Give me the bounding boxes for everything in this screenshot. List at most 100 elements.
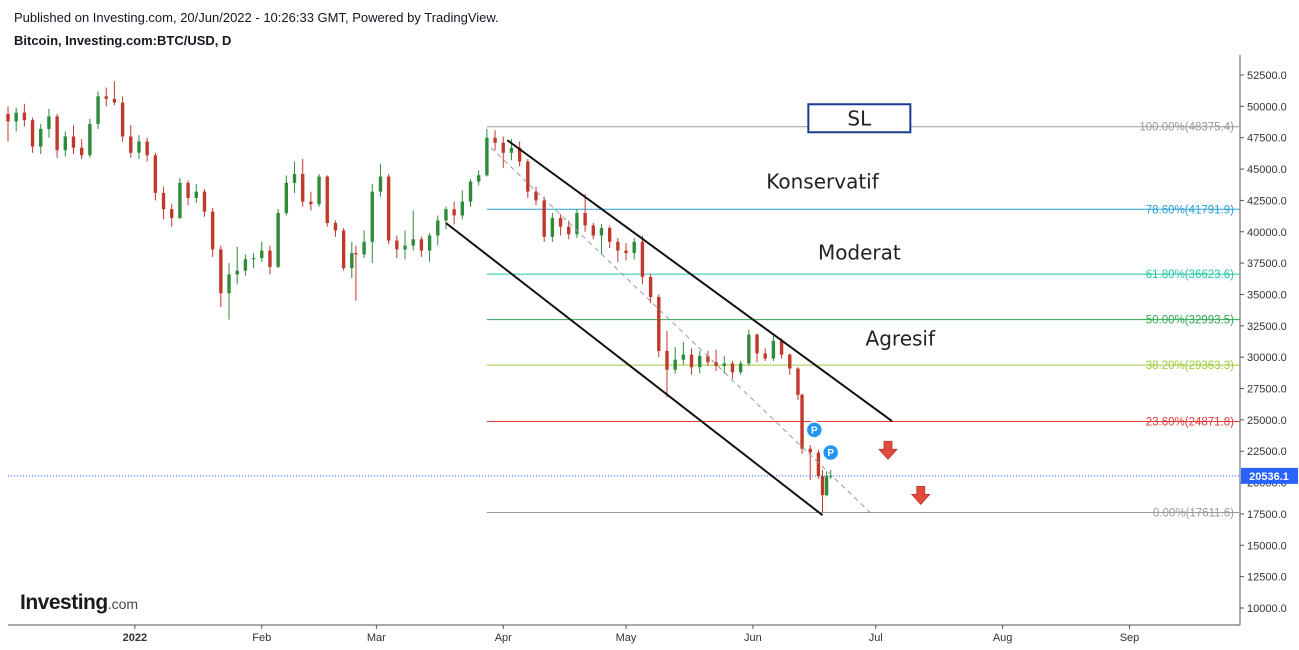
- candle-body: [755, 334, 759, 354]
- candle-body: [194, 191, 198, 198]
- candle-body: [341, 230, 346, 269]
- published-caption: Published on Investing.com, 20/Jun/2022 …: [14, 10, 499, 25]
- logo-suffix: .com: [107, 596, 139, 612]
- candle-body: [112, 98, 117, 103]
- candle-body: [276, 212, 280, 267]
- candle-body: [292, 174, 297, 183]
- candle-body: [235, 270, 239, 275]
- candle-body: [468, 181, 473, 202]
- candle-body: [210, 211, 215, 250]
- annotation-konservatif: Konservatif: [766, 170, 879, 194]
- down-arrow-icon: [878, 440, 898, 460]
- time-tick-label: 2022: [123, 632, 147, 644]
- candle-body: [79, 147, 84, 156]
- candle-body: [591, 225, 596, 236]
- candle-body: [558, 217, 563, 227]
- candle-body: [309, 201, 313, 205]
- candle-body: [370, 191, 374, 242]
- candle-body: [120, 102, 125, 137]
- price-tick-label: 35000.0: [1247, 289, 1287, 301]
- candle-body: [71, 136, 76, 148]
- time-tick-label: Jun: [744, 632, 762, 644]
- candle-body: [378, 176, 383, 192]
- candle-body: [436, 220, 440, 236]
- price-tick-label: 17500.0: [1247, 509, 1287, 521]
- candlestick-series: [6, 81, 833, 513]
- candle-body: [350, 253, 354, 269]
- candle-body: [161, 192, 166, 210]
- candle-body: [386, 176, 391, 241]
- candle-body: [632, 241, 636, 254]
- candle-body: [730, 363, 735, 373]
- candle-body: [395, 240, 399, 250]
- p-marker-label: P: [811, 425, 818, 436]
- candle-body: [419, 239, 424, 251]
- candle-body: [427, 235, 432, 251]
- candle-body: [534, 191, 538, 201]
- fib-level-label: 0.00%(17611.6): [1153, 508, 1234, 520]
- candle-body: [816, 452, 821, 477]
- price-tick-label: 30000.0: [1247, 352, 1287, 364]
- price-tick-label: 25000.0: [1247, 415, 1287, 427]
- candle-body: [824, 476, 829, 496]
- fib-level-label: 100.00%(48375.4): [1139, 122, 1234, 134]
- candle-body: [227, 274, 231, 294]
- sl-box: [807, 103, 912, 134]
- candle-body: [202, 191, 207, 212]
- candle-body: [509, 147, 514, 153]
- candle-body: [738, 363, 743, 373]
- investing-logo: Investing.com: [20, 591, 138, 615]
- candle-body: [96, 96, 100, 124]
- candle-body: [186, 182, 190, 198]
- candle-body: [63, 136, 68, 151]
- candle-body: [820, 476, 825, 496]
- price-tick-label: 12500.0: [1247, 572, 1287, 584]
- time-tick-label: Sep: [1120, 632, 1140, 644]
- p-marker-label: P: [827, 448, 834, 459]
- candle-body: [640, 241, 645, 277]
- annotations: SL Konservatif Moderat Agresif P P: [766, 103, 936, 505]
- candle-body: [39, 128, 43, 147]
- candle-body: [517, 147, 522, 162]
- price-tick-label: 42500.0: [1247, 195, 1287, 207]
- candle-body: [657, 296, 661, 351]
- candle-body: [47, 116, 51, 129]
- price-tick-label: 27500.0: [1247, 384, 1287, 396]
- candle-body: [55, 116, 59, 151]
- annotation-sl: SL: [847, 106, 872, 130]
- channel-upper-line: [506, 139, 893, 422]
- candle-body: [251, 258, 256, 260]
- candle-body: [268, 250, 272, 267]
- price-tick-label: 22500.0: [1247, 446, 1287, 458]
- candle-body: [362, 241, 366, 255]
- candle-body: [624, 250, 628, 254]
- fib-level-label: 38.20%(29363.3): [1146, 360, 1234, 372]
- candle-body: [763, 353, 767, 359]
- candle-body: [796, 368, 800, 395]
- candle-body: [333, 222, 338, 231]
- price-tick-label: 32500.0: [1247, 321, 1287, 333]
- candle-body: [681, 354, 686, 360]
- candle-body: [542, 200, 546, 237]
- time-tick-label: Jul: [869, 632, 883, 644]
- candle-body: [170, 209, 174, 218]
- fib-level-label: 78.60%(41791.9): [1146, 204, 1234, 216]
- fib-level-label: 23.60%(24871.8): [1146, 416, 1234, 428]
- down-arrow-icon: [910, 485, 931, 505]
- chart-frame: [8, 55, 1241, 626]
- candle-body: [300, 174, 305, 202]
- time-tick-label: Apr: [495, 632, 512, 644]
- time-tick-label: Mar: [367, 632, 386, 644]
- candle-body: [747, 334, 751, 364]
- candle-body: [476, 175, 481, 182]
- current-price-label: 20536.1: [1249, 471, 1289, 483]
- candle-body: [88, 123, 92, 156]
- candle-body: [260, 250, 264, 259]
- price-tick-label: 15000.0: [1247, 540, 1287, 552]
- candle-body: [14, 112, 18, 122]
- candle-body: [583, 212, 587, 226]
- p-marker: [805, 421, 824, 439]
- price-tick-label: 50000.0: [1247, 101, 1287, 113]
- candle-body: [137, 141, 141, 153]
